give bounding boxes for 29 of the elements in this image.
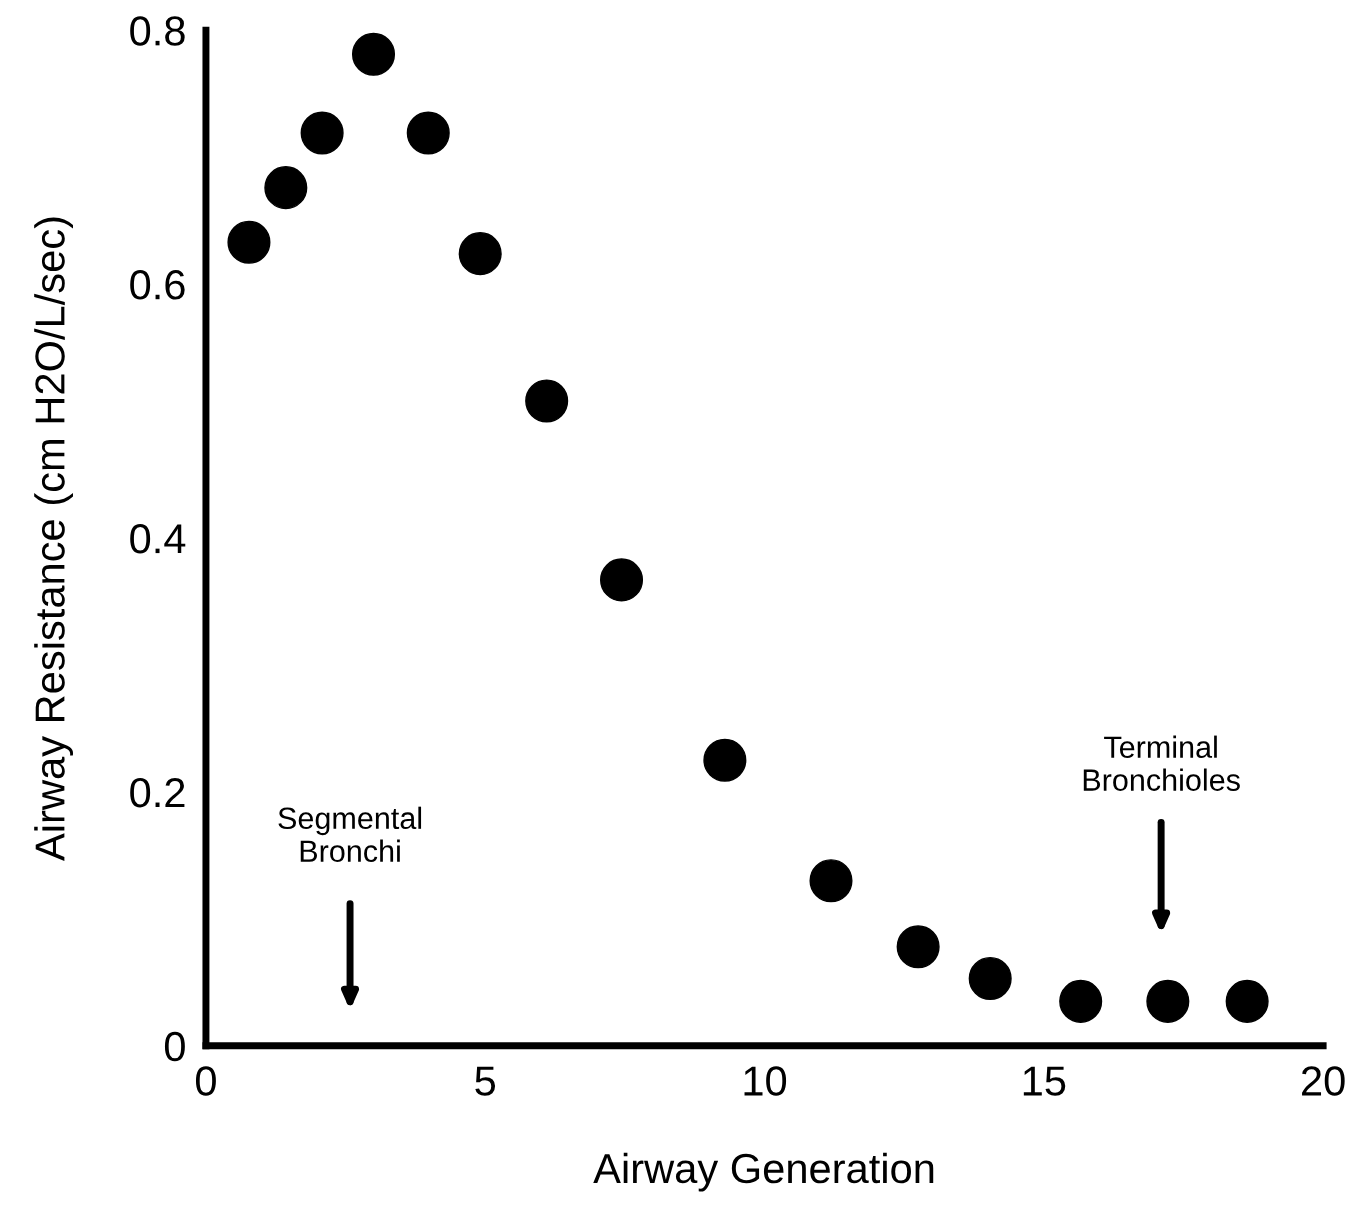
point [809,859,853,903]
y-tick-label: 0.6 [130,270,185,300]
annotation: Terminal Bronchioles [1083,735,1240,791]
point [227,220,271,264]
y-tick-label: 0.8 [130,16,185,46]
point [1059,979,1103,1023]
x-tick-label: 5 [475,1066,496,1096]
y-tick-label: 0.2 [130,777,185,808]
point [1146,979,1190,1023]
point [458,232,502,276]
y-tick-label: 0 [164,1031,185,1062]
point [968,956,1012,1001]
y-tick-label: 0.4 [130,524,186,554]
point [896,925,940,969]
point [1225,979,1269,1023]
point [525,379,569,423]
x-tick-label: 15 [1023,1066,1066,1096]
y-axis-title: Airway Resistance (cm H2O/L/sec) [34,217,74,861]
point [703,738,747,782]
annotation: Segmental Bronchi [278,806,422,863]
point [264,166,308,210]
x-tick-label: 20 [1302,1066,1345,1096]
x-tick-label: 10 [744,1066,787,1096]
point [600,558,644,602]
point [300,111,344,155]
point [351,32,396,76]
x-tick-label: 0 [195,1066,216,1096]
x-axis-title: Airway Generation [593,1152,934,1192]
point [406,111,450,155]
